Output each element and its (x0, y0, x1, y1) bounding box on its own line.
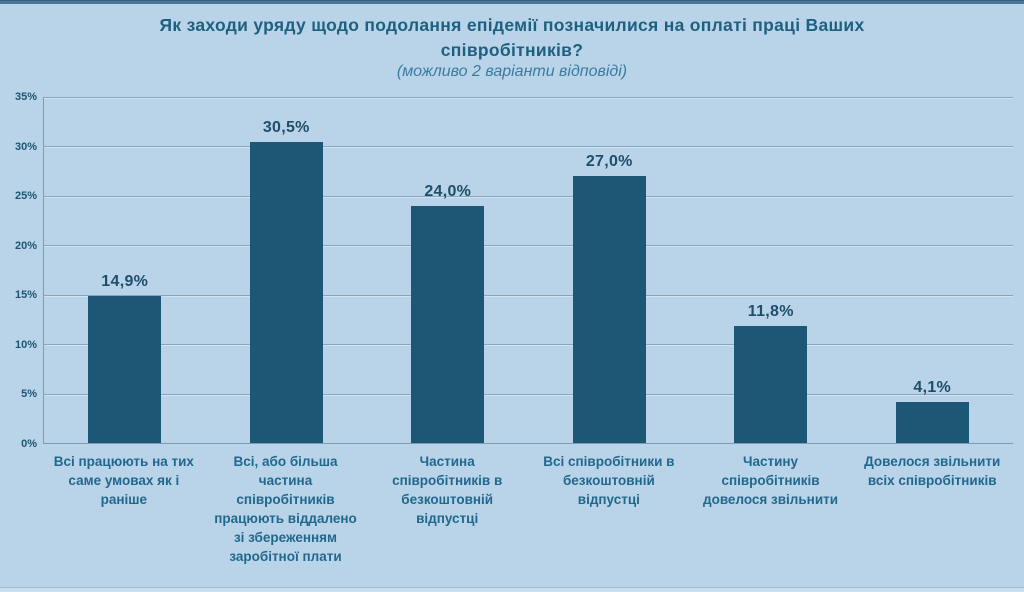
bar-value-label: 27,0% (585, 153, 633, 171)
bar-value-label: 14,9% (101, 272, 149, 290)
y-tick-label: 30% (14, 140, 37, 153)
category-label: Всі, або більша частина співробітників п… (214, 454, 357, 564)
y-tick-label: 10% (14, 338, 37, 351)
bar (88, 295, 162, 443)
category-label: Всі працюють на тих саме умовах як і ран… (53, 454, 194, 507)
chart-subtitle: (можливо 2 варіанти відповіді) (396, 63, 628, 80)
bar (734, 326, 808, 443)
slide-bottom-border (0, 587, 1024, 592)
bar (895, 402, 969, 443)
slide-top-border (0, 0, 1024, 4)
chart-title: Як заходи уряду щодо подолання епідемії … (159, 15, 865, 60)
bar (572, 176, 646, 443)
gridline (44, 294, 1013, 296)
category-label: Всі співробітники в безкоштовній відпуст… (543, 454, 675, 507)
y-tick-label: 0% (21, 438, 37, 450)
bar-value-label: 24,0% (424, 182, 472, 200)
bar-value-label: 30,5% (262, 118, 310, 136)
category-label: Частина співробітників в безкоштовній ві… (392, 454, 503, 526)
gridline (44, 344, 1013, 346)
category-label: Частину співробітників довелося звільнит… (703, 454, 839, 507)
y-tick-label: 20% (14, 239, 37, 252)
gridline (44, 245, 1013, 247)
gridline (44, 393, 1013, 395)
bar-value-label: 4,1% (913, 379, 952, 397)
gridline (44, 97, 1013, 98)
gridline (44, 195, 1013, 197)
y-tick-label: 15% (14, 289, 37, 302)
category-label: Довелося звільнити всіх співробітників (864, 454, 1001, 488)
bar (411, 205, 485, 443)
bar (249, 141, 323, 443)
bar-value-label: 11,8% (747, 303, 794, 321)
x-axis-labels: Всі працюють на тих саме умовах як і ран… (43, 452, 1013, 566)
y-tick-label: 25% (14, 190, 37, 203)
plot-area: 14,9% 30,5% 24,0% 27,0% 11,8% 4,1% (43, 97, 1013, 444)
y-axis-labels: 35% 30% 25% 20% 15% 10% 5% 0% (0, 91, 37, 450)
gridline (44, 146, 1013, 148)
y-tick-label: 35% (14, 91, 37, 103)
y-tick-label: 5% (21, 388, 37, 401)
